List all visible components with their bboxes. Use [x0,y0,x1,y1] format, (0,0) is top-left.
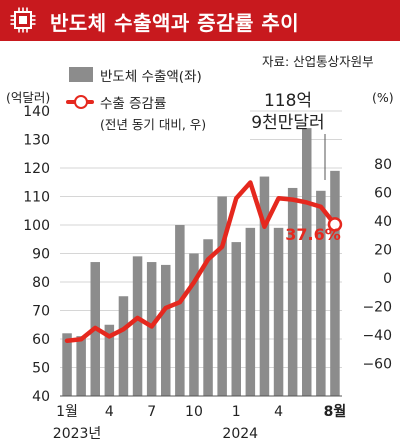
legend-bar-swatch [69,67,93,82]
chart-svg: (억달러) (%)405060708090100110120130140−60−4… [6,90,394,442]
bar [146,262,157,396]
right-axis-tick-label: −40 [362,328,392,344]
right-axis-tick-label: 60 [374,186,392,202]
bar [245,227,256,396]
right-axis-tick-label: −20 [362,300,392,316]
bar [259,176,270,396]
annotation-value-line1: 118억 [264,91,312,111]
annotation-value-line2: 9천만달러 [251,113,324,133]
x-tick-label: 4 [105,404,114,420]
year-label: 2023년 [53,426,102,442]
right-axis-unit: (%) [372,90,394,105]
legend-line-label: 수출 증감률 [100,96,167,112]
right-axis-tick-label: 0 [383,271,392,287]
bar [62,333,72,396]
bar [76,336,86,396]
bar [175,225,185,396]
legend: 반도체 수출액(좌) 수출 증감률 (전년 동기 대비, 우) [60,60,250,158]
x-tick-label: 4 [274,404,283,420]
year-label: 2024 [222,426,258,442]
left-axis-tick-label: 140 [23,104,50,120]
legend-bar-label: 반도체 수출액(좌) [100,69,202,85]
bar [189,253,199,396]
chart-title: 반도체 수출액과 증감률 추이 [50,11,300,35]
left-axis-tick-label: 70 [32,304,50,320]
left-axis-tick-label: 40 [32,389,50,405]
source-note: 자료: 산업통상자원부 [262,54,374,69]
left-axis-tick-label: 50 [32,361,50,377]
right-axis-tick-label: 40 [374,214,392,230]
left-axis-tick-label: 120 [23,161,50,177]
left-axis-tick-label: 60 [32,332,50,348]
right-axis-tick-label: 80 [374,157,392,173]
bar [161,264,171,396]
bar [231,242,241,396]
right-axis-tick-label: −60 [362,357,392,373]
x-tick-label: 1 [232,404,241,420]
x-tick-label: 7 [147,404,156,420]
x-tick-label: 8월 [324,403,347,420]
legend-line-sublabel: (전년 동기 대비, 우) [100,117,207,132]
left-axis-tick-label: 100 [23,218,50,234]
bar [217,196,227,396]
left-axis-tick-label: 80 [32,275,50,291]
bar [203,239,213,396]
x-tick-label: 10 [185,404,203,420]
chip-icon [10,7,36,33]
bar [287,187,298,396]
x-tick-label: 1월 [56,404,78,420]
right-axis-tick-label: 20 [374,243,392,259]
left-axis-unit: (억달러) [6,90,50,105]
left-axis-tick-label: 90 [32,247,50,263]
annotation-last-rate: 37.6% [285,225,341,244]
bar [316,190,326,396]
bar [330,170,340,396]
rate-line-last-point [327,217,343,232]
left-axis-tick-label: 110 [23,190,50,206]
bar [302,128,312,396]
legend-line-marker [74,95,88,109]
rate-line [64,180,338,343]
left-axis-tick-label: 130 [23,133,50,149]
bar [118,296,129,396]
bar [273,227,284,396]
header-banner: 반도체 수출액과 증감률 추이 [0,0,400,41]
bar [132,256,143,396]
bar [104,324,115,396]
